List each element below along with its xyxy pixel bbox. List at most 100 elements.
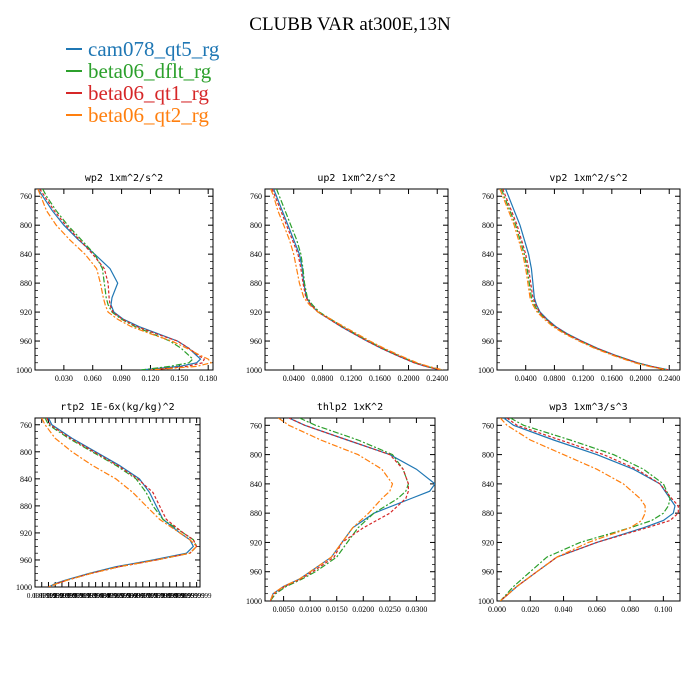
x-tick-label: 0.150 (170, 374, 188, 383)
x-tick-label: 0.9199999 (175, 592, 205, 600)
y-tick-label: 800 (482, 221, 494, 230)
legend-label: beta06_dflt_rg (88, 59, 212, 83)
series-line-cam078_qt5_rg (505, 189, 670, 370)
y-tick-label: 880 (250, 509, 262, 518)
chart-title: vp2 1xm^2/s^2 (549, 173, 627, 184)
series-line-beta06_qt1_rg (39, 189, 206, 370)
x-tick-label: 0.5999999 (121, 592, 151, 600)
x-tick-label: 0.3999999 (87, 592, 117, 600)
y-tick-label: 920 (20, 308, 32, 317)
y-tick-label: 800 (482, 451, 494, 460)
series-line-cam078_qt5_rg (499, 418, 676, 601)
y-tick-label: 760 (20, 192, 32, 201)
legend-swatch (66, 92, 82, 94)
x-tick-label: 0.6399999 (128, 592, 158, 600)
chart-panel-2: up2 1xm^2/s^2 760 800 840 880 920 960 1000 0.040… (246, 173, 449, 383)
y-tick-label: 960 (20, 556, 32, 565)
x-tick-label: 0.0050 (273, 605, 295, 614)
figure-title: CLUBB VAR at300E,13N (249, 14, 451, 35)
y-tick-label: 1000 (478, 597, 494, 606)
plot-frame (264, 188, 449, 371)
y-tick-label: 960 (250, 337, 262, 346)
legend-label: cam078_qt5_rg (88, 37, 220, 61)
y-tick-label: 760 (250, 421, 262, 430)
y-tick-label: 920 (20, 529, 32, 538)
x-tick-label: 0.1200 (340, 374, 362, 383)
y-tick-label: 960 (20, 337, 32, 346)
series-line-beta06_dflt_rg (275, 189, 441, 370)
y-tick-label: 840 (250, 250, 262, 259)
x-tick-label: 0.5199999 (108, 592, 138, 600)
x-tick-label: 0.7599999 (148, 592, 178, 600)
y-tick-label: 840 (20, 250, 32, 259)
chart-panel-1: wp2 1xm^2/s^2 760 800 840 880 920 960 1000 0.030… (16, 173, 217, 383)
series-line-cam078_qt5_rg (273, 189, 441, 370)
series-line-beta06_qt2_rg (499, 418, 646, 601)
x-tick-label: 0.0399999 (27, 592, 57, 600)
x-tick-label: 0.2000 (630, 374, 652, 383)
x-tick-label: 0.1999999 (54, 592, 84, 600)
y-tick-label: 840 (482, 480, 494, 489)
chart-title: thlp2 1xK^2 (317, 402, 383, 413)
series-line-beta06_dflt_rg (500, 189, 668, 370)
series-line-beta06_qt1_rg (46, 418, 198, 587)
chart-panel-3: vp2 1xm^2/s^2 760 800 840 880 920 960 1000 0.040… (478, 173, 681, 383)
x-tick-label: 0.0800 (311, 374, 333, 383)
legend-swatch (66, 48, 82, 50)
y-tick-label: 1000 (16, 583, 32, 592)
y-tick-label: 760 (20, 421, 32, 430)
legend-item-dflt: beta06_dflt_rg (66, 60, 219, 82)
x-tick-label: 0.0799999 (34, 592, 64, 600)
x-tick-label: 0.3199999 (74, 592, 104, 600)
plot-frame (264, 417, 436, 602)
x-tick-label: 0.1200 (572, 374, 594, 383)
x-tick-label: 0.6799999 (135, 592, 165, 600)
y-tick-label: 800 (250, 451, 262, 460)
series-line-beta06_qt2_rg (37, 189, 213, 370)
y-tick-label: 920 (482, 308, 494, 317)
x-tick-label: 0.1600 (601, 374, 623, 383)
y-tick-label: 1000 (246, 597, 262, 606)
y-tick-label: 880 (482, 509, 494, 518)
x-tick-label: 0.090 (113, 374, 131, 383)
x-tick-label: 0.1199999 (40, 592, 70, 600)
x-tick-label: 0.0150 (326, 605, 348, 614)
y-tick-label: 960 (482, 337, 494, 346)
x-tick-label: 0.2400 (658, 374, 680, 383)
x-tick-label: 0.8799999 (168, 592, 198, 600)
x-tick-label: 0.7199999 (141, 592, 171, 600)
y-tick-label: 840 (20, 475, 32, 484)
series-line-cam078_qt5_rg (47, 418, 195, 587)
legend-label: beta06_qt2_rg (88, 103, 209, 127)
y-tick-label: 920 (250, 308, 262, 317)
legend-item-qt2: beta06_qt2_rg (66, 104, 219, 126)
series-line-beta06_qt2_rg (270, 189, 444, 370)
series-line-cam078_qt5_rg (37, 189, 202, 370)
series-line-beta06_qt1_rg (271, 189, 441, 370)
chart-panel-4: rtp2 1E-6x(kg/kg)^2 760 800 840 880 920 960 100… (16, 402, 212, 600)
x-tick-label: 0.100 (654, 605, 672, 614)
chart-title: up2 1xm^2/s^2 (317, 173, 395, 184)
chart-title: wp3 1xm^3/s^3 (549, 402, 627, 413)
series-line-beta06_dflt_rg (44, 418, 198, 587)
series-line-beta06_dflt_rg (42, 189, 194, 370)
x-tick-label: 0.2799999 (67, 592, 97, 600)
x-tick-label: 0.1600 (369, 374, 391, 383)
x-tick-label: 0.2400 (426, 374, 448, 383)
y-tick-label: 840 (250, 480, 262, 489)
series-line-beta06_dflt_rg (269, 418, 410, 601)
chart-panel-5: thlp2 1xK^2 760 800 840 880 920 960 1000 0.0050 0… (246, 402, 436, 614)
legend-swatch (66, 114, 82, 116)
x-tick-label: 0.4799999 (101, 592, 131, 600)
plot-frame (34, 188, 214, 371)
y-tick-label: 880 (20, 279, 32, 288)
x-tick-label: 0.8399999 (162, 592, 192, 600)
x-tick-label: 0.0250 (379, 605, 401, 614)
y-tick-label: 1000 (478, 366, 494, 375)
x-tick-label: 0.9599999 (182, 592, 212, 600)
y-tick-label: 800 (20, 221, 32, 230)
y-tick-label: 760 (482, 192, 494, 201)
y-tick-label: 960 (482, 568, 494, 577)
plot-frame (496, 188, 681, 371)
